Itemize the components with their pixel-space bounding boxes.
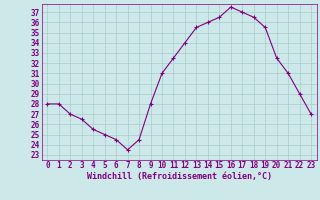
X-axis label: Windchill (Refroidissement éolien,°C): Windchill (Refroidissement éolien,°C) — [87, 172, 272, 181]
